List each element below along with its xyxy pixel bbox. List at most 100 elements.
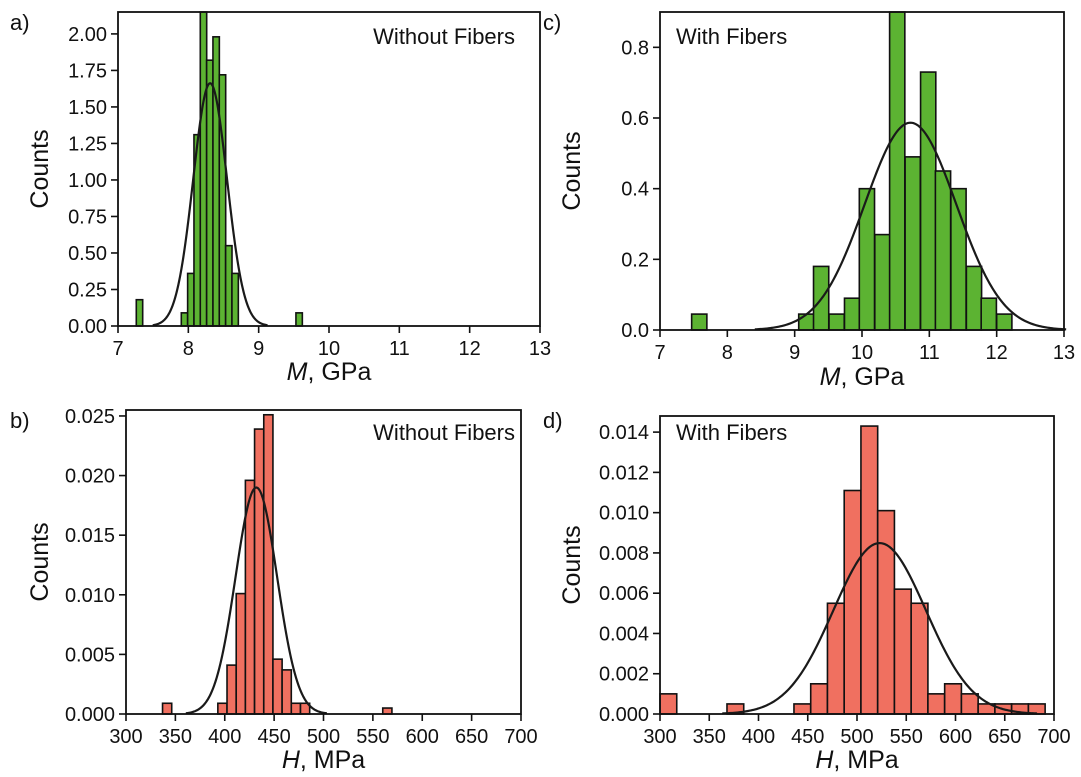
histogram-bar bbox=[690, 313, 708, 331]
histogram-bar bbox=[876, 509, 896, 715]
y-tick-label: 0.020 bbox=[65, 466, 115, 488]
histogram-bar bbox=[828, 313, 846, 331]
x-tick-label: 500 bbox=[307, 726, 340, 748]
histogram-bars bbox=[690, 11, 1013, 331]
histogram-bar bbox=[235, 592, 247, 715]
histogram-bar bbox=[186, 272, 195, 327]
y-tick-label: 0.014 bbox=[599, 422, 649, 444]
histogram-bar bbox=[262, 413, 274, 715]
y-tick-label: 0.010 bbox=[599, 503, 649, 525]
y-tick-label: 0.010 bbox=[65, 585, 115, 607]
condition-label: With Fibers bbox=[676, 24, 787, 49]
histogram-bar bbox=[893, 588, 912, 715]
x-tick-label: 300 bbox=[643, 726, 676, 748]
histogram-bar bbox=[793, 703, 812, 715]
x-axis-variable: H bbox=[282, 746, 301, 774]
y-tick-label: 1.50 bbox=[68, 97, 107, 119]
histogram-bar bbox=[919, 71, 937, 331]
y-tick-label: 1.00 bbox=[68, 170, 107, 192]
histogram-bar bbox=[860, 425, 879, 715]
x-tick-label: 7 bbox=[112, 338, 123, 360]
x-tick-label: 350 bbox=[159, 726, 192, 748]
histogram-bar bbox=[272, 658, 283, 715]
plot-frame bbox=[117, 11, 541, 327]
y-axis-label: Counts bbox=[26, 129, 54, 208]
y-tick-label: 0.000 bbox=[65, 704, 115, 726]
normal-fit-curve bbox=[152, 82, 268, 327]
y-tick-label: 0.50 bbox=[68, 243, 107, 265]
histogram-bar bbox=[281, 669, 293, 715]
x-tick-label: 13 bbox=[1053, 342, 1075, 364]
y-tick-label: 0.012 bbox=[599, 462, 649, 484]
condition-label: Without Fibers bbox=[373, 420, 515, 445]
histogram-bar bbox=[199, 11, 208, 327]
x-tick-label: 700 bbox=[504, 726, 537, 748]
histogram-bar bbox=[231, 272, 240, 327]
y-tick-label: 0.2 bbox=[621, 249, 649, 271]
y-tick-label: 0.000 bbox=[599, 704, 649, 726]
normal-fit-curve bbox=[722, 541, 1038, 715]
histogram-bar bbox=[934, 170, 952, 331]
histogram-bar bbox=[965, 265, 983, 331]
y-tick-label: 0.008 bbox=[599, 543, 649, 565]
panel-letter: c) bbox=[543, 10, 561, 35]
y-tick-label: 0.4 bbox=[621, 179, 649, 201]
histogram-bars bbox=[135, 11, 304, 327]
y-tick-label: 0.00 bbox=[68, 316, 107, 338]
histogram-bar bbox=[843, 489, 862, 715]
x-tick-label: 8 bbox=[183, 338, 194, 360]
y-tick-label: 0.75 bbox=[68, 206, 107, 228]
histogram-bar bbox=[253, 428, 265, 715]
x-tick-label: 600 bbox=[406, 726, 439, 748]
y-tick-label: 0.0 bbox=[621, 320, 649, 342]
x-tick-label: 350 bbox=[693, 726, 726, 748]
y-tick-label: 1.25 bbox=[68, 133, 107, 155]
y-tick-label: 1.75 bbox=[68, 60, 107, 82]
x-axis-label: M, GPa bbox=[287, 358, 372, 386]
histogram-bar bbox=[290, 702, 302, 715]
x-tick-label: 7 bbox=[654, 342, 665, 364]
x-axis-unit: , MPa bbox=[300, 746, 365, 774]
x-tick-label: 550 bbox=[890, 726, 923, 748]
histogram-bar bbox=[809, 682, 829, 715]
panel-letter: d) bbox=[543, 408, 563, 433]
x-tick-label: 500 bbox=[840, 726, 873, 748]
x-axis-label: M, GPa bbox=[820, 363, 905, 391]
x-axis-unit: , GPa bbox=[307, 358, 371, 386]
histogram-bars bbox=[161, 413, 393, 715]
x-tick-label: 400 bbox=[208, 726, 241, 748]
histogram-bar bbox=[218, 74, 227, 327]
x-tick-label: 11 bbox=[919, 342, 940, 364]
x-tick-label: 10 bbox=[318, 338, 340, 360]
y-tick-label: 0.6 bbox=[621, 108, 649, 130]
histogram-bar bbox=[943, 682, 963, 715]
x-axis-label: H, MPa bbox=[815, 746, 898, 774]
y-tick-label: 0.004 bbox=[599, 623, 649, 645]
histogram-bar bbox=[843, 297, 861, 331]
x-tick-label: 300 bbox=[109, 726, 142, 748]
x-tick-label: 13 bbox=[529, 338, 551, 360]
histogram-bar bbox=[904, 156, 922, 331]
normal-fit-curve bbox=[185, 486, 327, 715]
y-tick-label: 2.00 bbox=[68, 24, 107, 46]
x-tick-label: 10 bbox=[851, 342, 873, 364]
histogram-bar bbox=[659, 693, 678, 715]
histogram-bar bbox=[960, 693, 979, 715]
x-tick-label: 700 bbox=[1037, 726, 1070, 748]
histogram-bar bbox=[212, 36, 221, 327]
histogram-bar bbox=[995, 313, 1013, 331]
x-tick-label: 650 bbox=[988, 726, 1021, 748]
x-tick-label: 9 bbox=[789, 342, 800, 364]
x-axis-variable: M bbox=[287, 358, 308, 386]
y-axis-label: Counts bbox=[558, 525, 586, 604]
x-axis-variable: H bbox=[815, 746, 834, 774]
histogram-bar bbox=[910, 602, 929, 715]
histogram-bar bbox=[180, 312, 189, 327]
plot-frame bbox=[125, 409, 522, 715]
histogram-bar bbox=[224, 244, 233, 327]
y-tick-label: 0.015 bbox=[65, 525, 115, 547]
x-tick-label: 12 bbox=[986, 342, 1008, 364]
y-axis-label: Counts bbox=[558, 131, 586, 210]
panel-letter: b) bbox=[10, 408, 30, 433]
